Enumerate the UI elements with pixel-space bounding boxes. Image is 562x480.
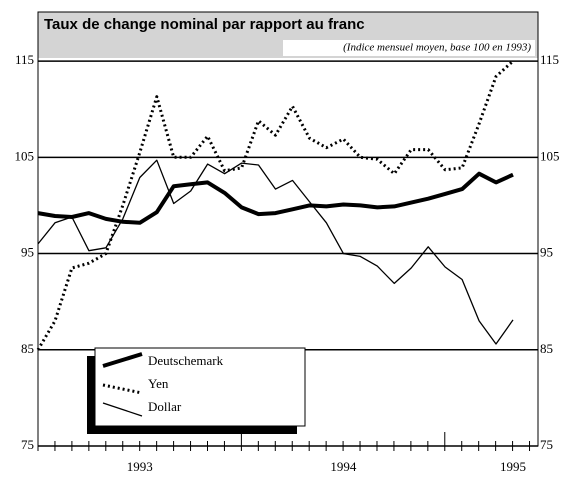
y-tick-label: 85 bbox=[21, 341, 34, 356]
series-line bbox=[36, 59, 515, 351]
y-tick-label: 75 bbox=[21, 437, 34, 452]
chart-title: Taux de change nominal par rapport au fr… bbox=[44, 16, 365, 33]
y2-tick-label: 115 bbox=[540, 52, 559, 67]
legend-label: Deutschemark bbox=[148, 353, 224, 368]
y2-tick-label: 95 bbox=[540, 245, 553, 260]
series-line bbox=[37, 159, 514, 345]
subtitle-box bbox=[283, 40, 535, 56]
legend-swatch bbox=[102, 402, 143, 417]
series-line bbox=[37, 171, 514, 225]
y-tick-label: 95 bbox=[21, 245, 34, 260]
legend-swatch bbox=[102, 352, 143, 368]
legend-label: Yen bbox=[148, 376, 169, 391]
y2-tick-label: 75 bbox=[540, 437, 553, 452]
x-tick-label: 1994 bbox=[330, 459, 357, 474]
y2-tick-label: 85 bbox=[540, 341, 553, 356]
x-tick-label: 1995 bbox=[500, 459, 526, 474]
legend-box bbox=[94, 347, 306, 427]
y-tick-label: 105 bbox=[15, 148, 35, 163]
legend-label: Dollar bbox=[148, 399, 182, 414]
y2-tick-label: 105 bbox=[540, 148, 560, 163]
y-tick-label: 115 bbox=[15, 52, 34, 67]
x-tick-label: 1993 bbox=[127, 459, 153, 474]
legend-swatch bbox=[102, 383, 143, 395]
chart-subtitle: (Indice mensuel moyen, base 100 en 1993) bbox=[343, 42, 531, 54]
